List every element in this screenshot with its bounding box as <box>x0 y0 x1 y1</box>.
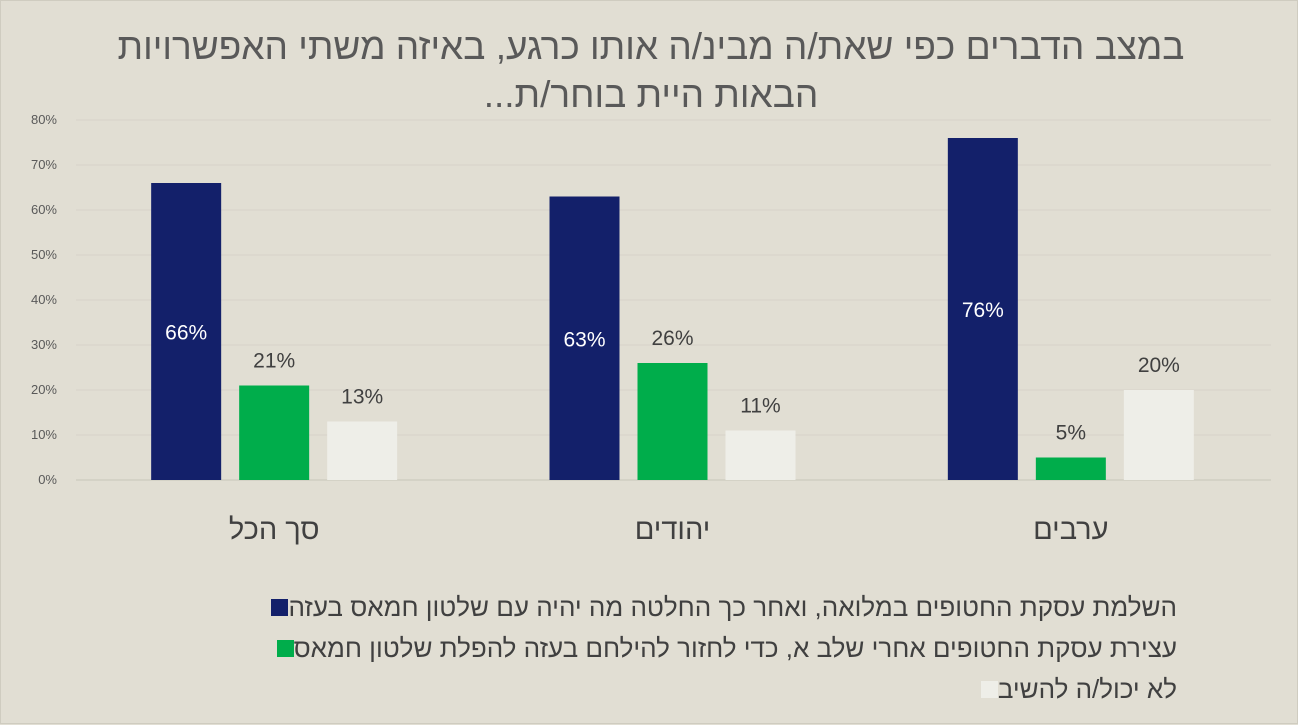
y-tick-label: 0% <box>38 472 57 487</box>
category-label: יהודים <box>635 514 711 546</box>
legend-label: השלמת עסקת החטופים במלואה, ואחר כך החלטה… <box>288 592 1177 622</box>
bar <box>549 196 620 480</box>
y-tick-label: 20% <box>31 382 57 397</box>
legend-label: עצירת עסקת החטופים אחרי שלב א, כדי לחזור… <box>293 633 1177 663</box>
bar <box>725 430 796 480</box>
bar <box>239 385 310 480</box>
y-tick-label: 30% <box>31 337 57 352</box>
y-tick-label: 60% <box>31 202 57 217</box>
chart-title: במצב הדברים כפי שאת/ה מבינ/ה אותו כרגע, … <box>117 26 1185 115</box>
legend-label: לא יכול/ה להשיב <box>997 674 1177 704</box>
legend-item: לא יכול/ה להשיב <box>264 669 1177 710</box>
data-label: 63% <box>563 328 605 351</box>
data-label: 21% <box>253 350 295 373</box>
bar <box>637 363 708 480</box>
data-label: 13% <box>341 386 383 409</box>
data-label: 11% <box>740 395 780 418</box>
legend-swatch <box>980 681 998 698</box>
data-label: 20% <box>1138 354 1180 377</box>
y-tick-label: 80% <box>31 112 57 127</box>
legend: השלמת עסקת החטופים במלואה, ואחר כך החלטה… <box>264 587 1177 710</box>
data-label: 26% <box>651 327 693 350</box>
bar <box>327 421 398 480</box>
bar <box>947 138 1018 480</box>
legend-swatch <box>271 599 289 616</box>
category-label: סך הכל <box>229 514 320 546</box>
data-label: 66% <box>165 322 207 345</box>
category-label: ערבים <box>1033 514 1108 546</box>
legend-item: עצירת עסקת החטופים אחרי שלב א, כדי לחזור… <box>264 628 1177 669</box>
legend-swatch <box>276 640 294 657</box>
y-tick-label: 10% <box>31 427 57 442</box>
bar <box>151 183 222 480</box>
data-label: 76% <box>962 299 1004 322</box>
data-label: 5% <box>1056 422 1086 445</box>
y-tick-label: 70% <box>31 157 57 172</box>
legend-item: השלמת עסקת החטופים במלואה, ואחר כך החלטה… <box>264 587 1177 628</box>
bar <box>1123 390 1194 480</box>
y-tick-label: 50% <box>31 247 57 262</box>
bar <box>1035 457 1106 480</box>
y-tick-label: 40% <box>31 292 57 307</box>
